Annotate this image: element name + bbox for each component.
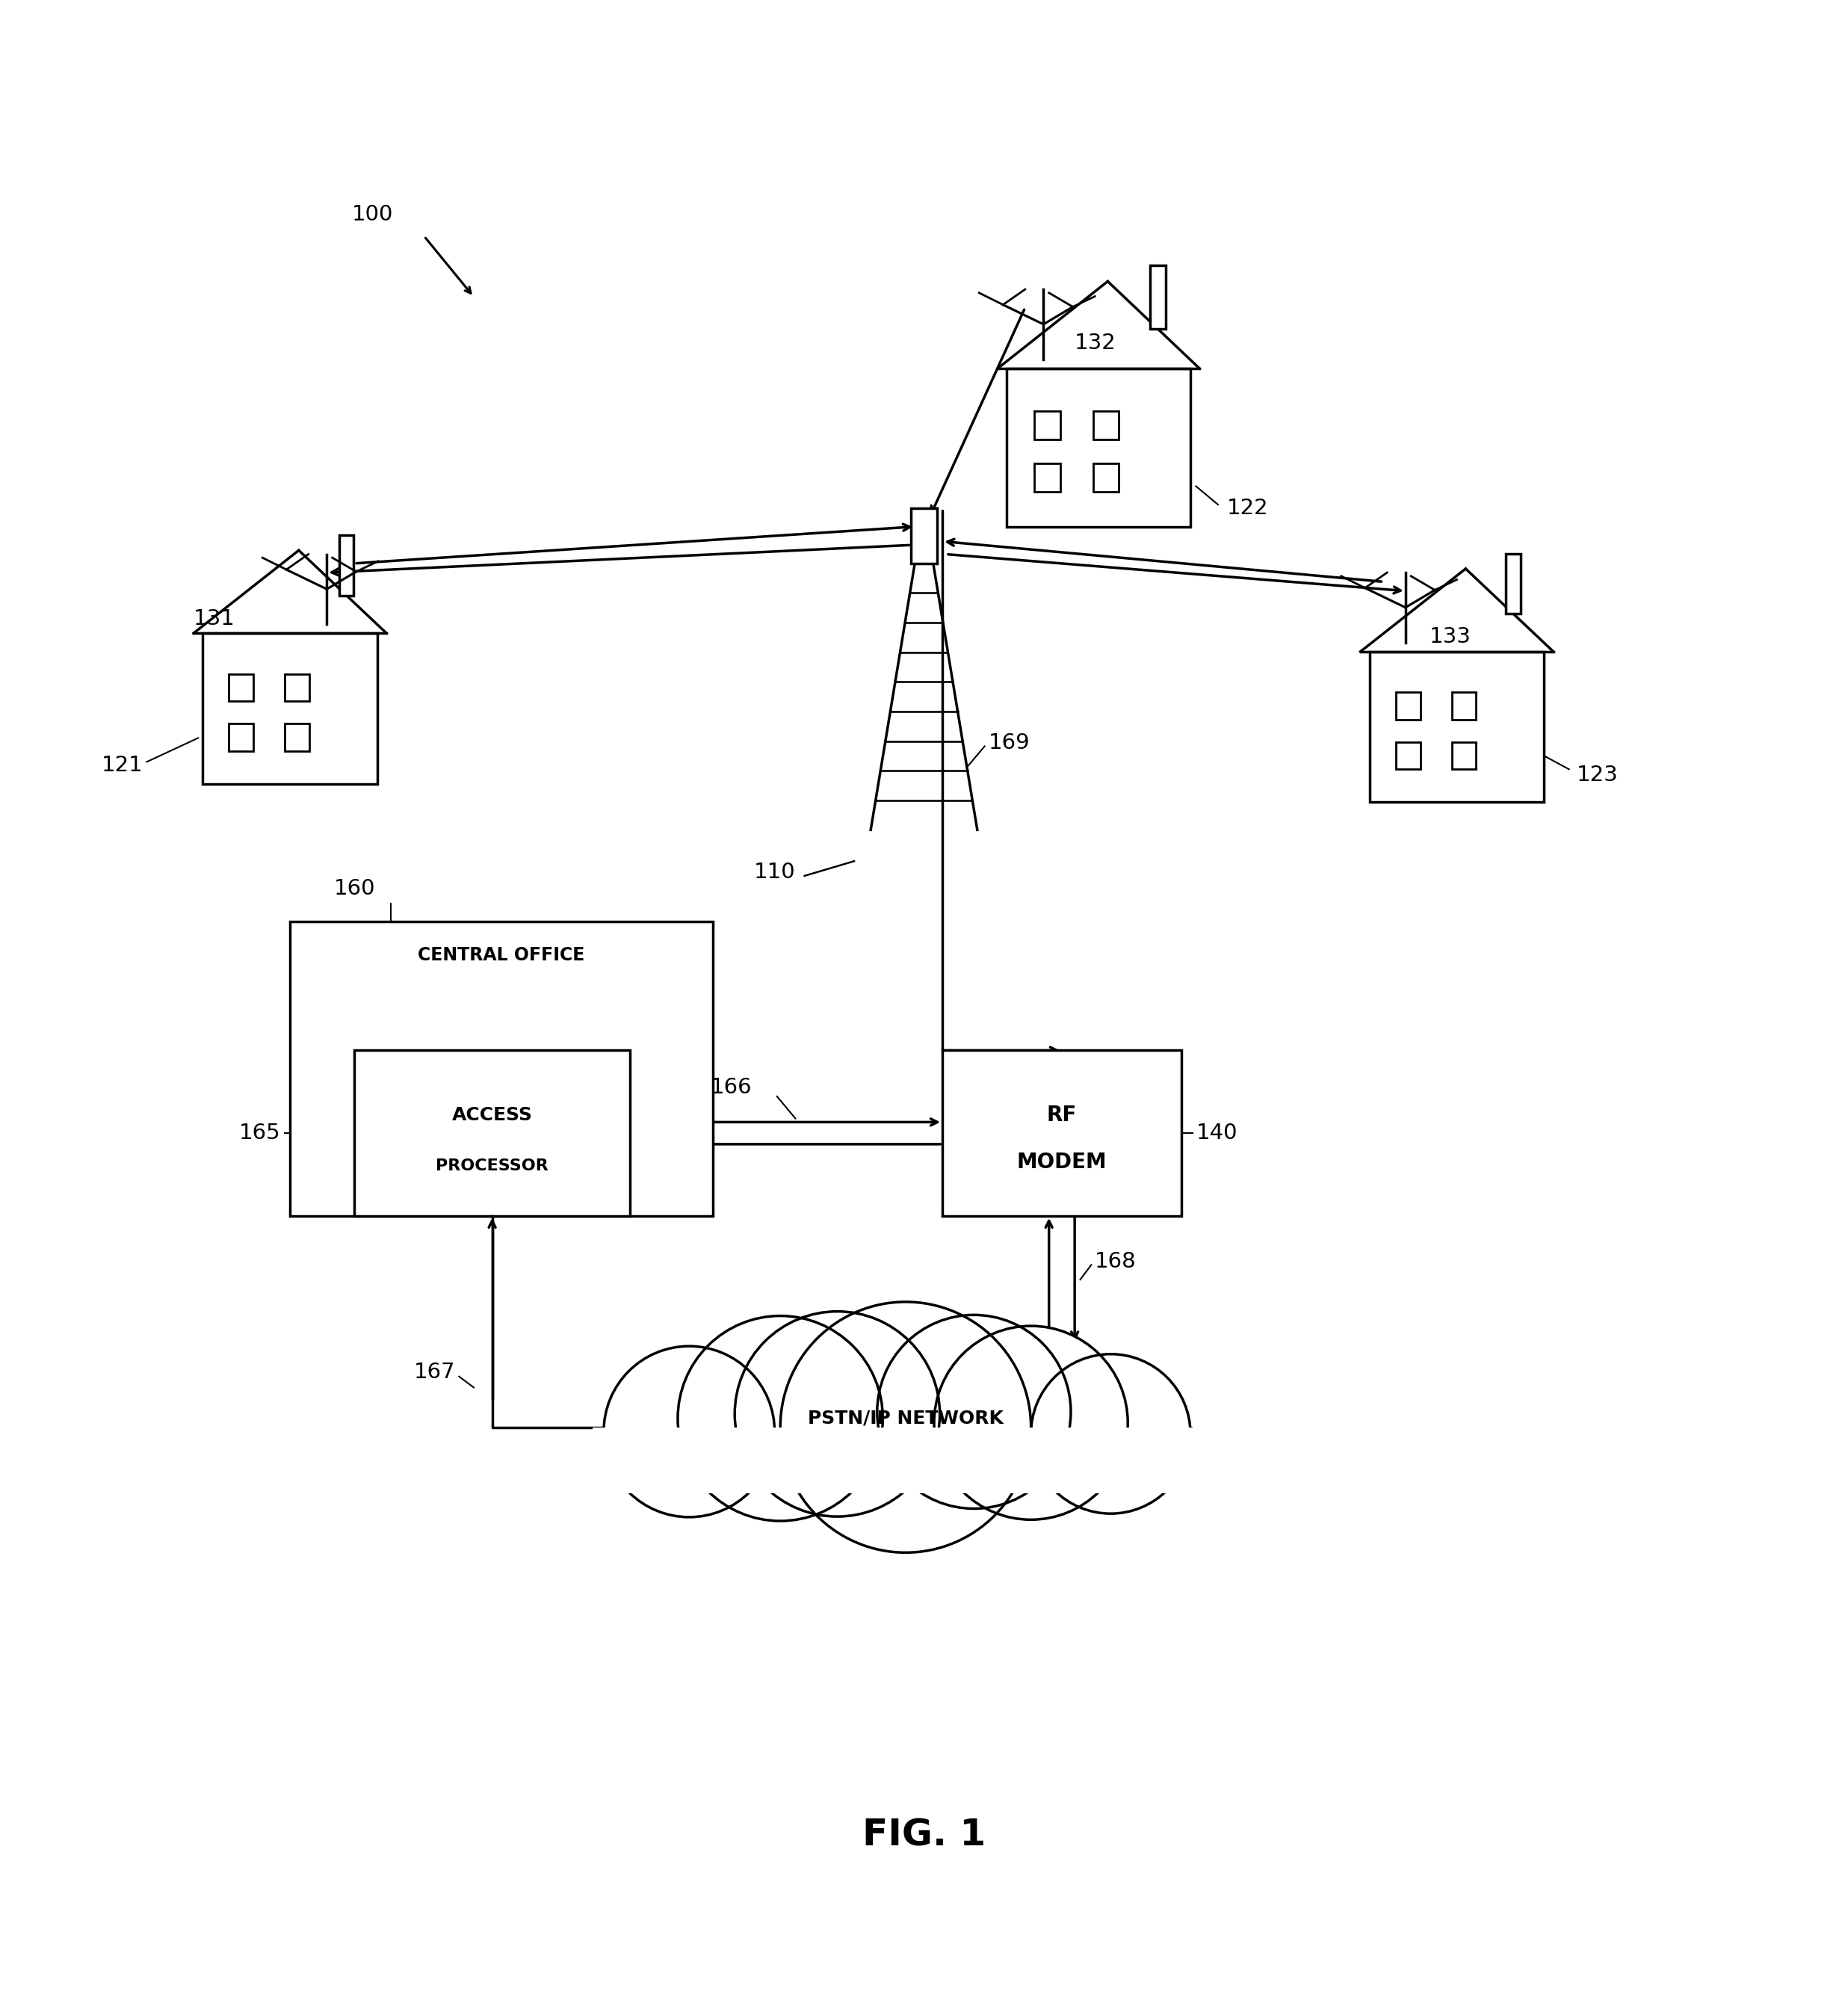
Text: 140: 140 xyxy=(1196,1123,1238,1143)
Text: RF: RF xyxy=(1046,1105,1077,1125)
Bar xyxy=(1453,693,1477,719)
Circle shape xyxy=(878,1316,1070,1509)
Bar xyxy=(1007,368,1190,526)
Bar xyxy=(1395,741,1421,769)
Text: 169: 169 xyxy=(989,731,1029,753)
Text: 133: 133 xyxy=(1429,627,1471,647)
Text: 167: 167 xyxy=(414,1362,455,1382)
Polygon shape xyxy=(870,563,978,830)
Bar xyxy=(1506,554,1521,615)
Text: MODEM: MODEM xyxy=(1016,1151,1107,1173)
Text: 131: 131 xyxy=(194,609,235,629)
Bar xyxy=(1369,651,1545,802)
Text: 150: 150 xyxy=(1157,1426,1198,1446)
Circle shape xyxy=(780,1302,1031,1553)
Bar xyxy=(942,1051,1181,1215)
Text: FIG. 1: FIG. 1 xyxy=(863,1818,985,1852)
Bar xyxy=(355,1051,630,1215)
Circle shape xyxy=(1031,1354,1190,1513)
Text: CENTRAL OFFICE: CENTRAL OFFICE xyxy=(418,946,584,964)
Bar xyxy=(593,1426,1220,1493)
Text: PROCESSOR: PROCESSOR xyxy=(436,1159,549,1173)
Bar xyxy=(1092,412,1118,440)
Bar xyxy=(911,508,937,563)
Bar xyxy=(1149,265,1166,329)
Text: PSTN/IP NETWORK: PSTN/IP NETWORK xyxy=(808,1408,1003,1426)
Text: 132: 132 xyxy=(1076,331,1116,354)
Bar xyxy=(1453,741,1477,769)
Bar xyxy=(203,633,377,784)
Text: 166: 166 xyxy=(710,1077,752,1097)
Circle shape xyxy=(678,1316,883,1521)
Bar xyxy=(1035,464,1061,492)
Bar xyxy=(338,534,353,595)
Text: 168: 168 xyxy=(1094,1252,1137,1272)
Circle shape xyxy=(933,1326,1127,1519)
Text: 160: 160 xyxy=(334,878,375,900)
Bar xyxy=(285,673,309,701)
Bar xyxy=(1092,464,1118,492)
Text: ACCESS: ACCESS xyxy=(451,1105,532,1123)
Text: 123: 123 xyxy=(1576,763,1619,786)
Bar xyxy=(1035,412,1061,440)
Text: 110: 110 xyxy=(754,862,795,882)
Bar xyxy=(229,673,253,701)
Text: 100: 100 xyxy=(351,203,394,225)
Text: 122: 122 xyxy=(1227,498,1270,518)
Text: 165: 165 xyxy=(238,1123,281,1143)
Bar xyxy=(1395,693,1421,719)
Circle shape xyxy=(604,1346,774,1517)
Text: 121: 121 xyxy=(102,755,142,775)
Circle shape xyxy=(736,1312,941,1517)
Bar xyxy=(229,723,253,751)
Bar xyxy=(290,922,713,1215)
Bar xyxy=(285,723,309,751)
